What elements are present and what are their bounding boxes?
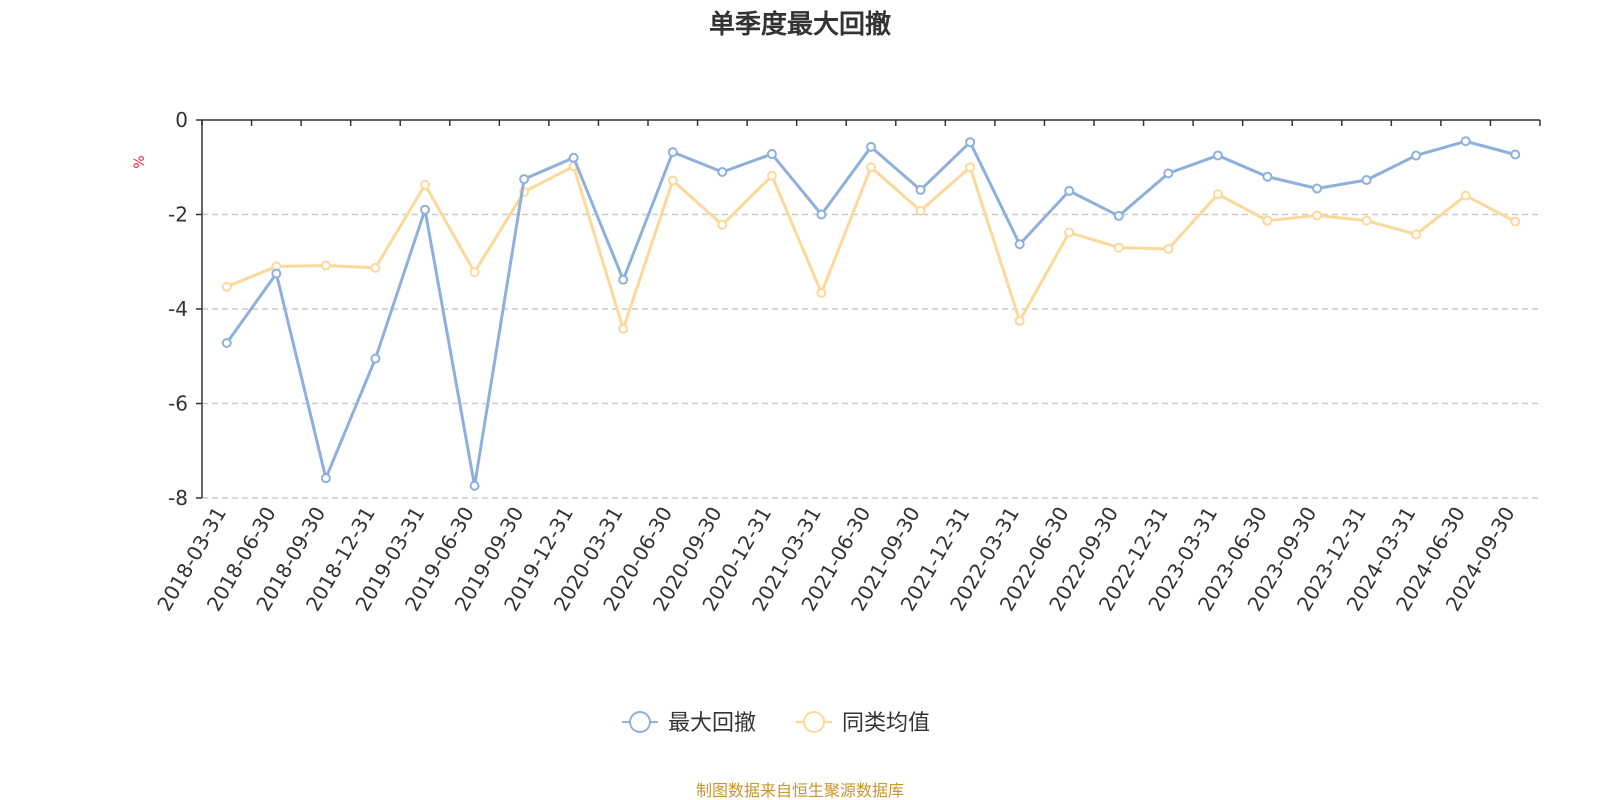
data-point (221, 338, 232, 349)
data-point (1014, 239, 1025, 250)
data-point (1163, 168, 1174, 179)
data-point (816, 287, 827, 298)
grid-lines (202, 213, 1540, 499)
y-tick-label: 0 (175, 108, 188, 132)
data-point (1064, 227, 1075, 238)
data-point (420, 204, 430, 215)
data-point (1262, 215, 1273, 226)
y-axis-label: % (132, 155, 148, 168)
data-point (717, 166, 728, 177)
data-point (1113, 210, 1124, 221)
chart-title: 单季度最大回撤 (709, 9, 891, 40)
y-tick-label: -4 (168, 297, 188, 321)
data-point (1212, 150, 1223, 161)
data-point (1361, 175, 1372, 186)
data-point (469, 480, 480, 491)
data-point (915, 184, 926, 195)
y-tick-labels: 0 -2 -4 -6 -8 (168, 108, 188, 510)
data-point (271, 268, 282, 279)
data-point (370, 353, 381, 364)
legend-label: 最大回撤 (668, 711, 756, 736)
data-point (667, 147, 678, 158)
data-point (1510, 149, 1521, 160)
data-point (1460, 190, 1471, 201)
data-point (320, 260, 331, 271)
axes (196, 119, 1541, 499)
y-tick-label: -8 (168, 486, 188, 510)
series-lines (221, 136, 1521, 491)
data-point (469, 267, 480, 278)
legend-label: 同类均值 (842, 711, 930, 736)
data-point (866, 162, 876, 173)
legend-marker (629, 711, 651, 733)
data-point (667, 175, 678, 186)
x-tick-labels: 2018-03-312018-06-302018-09-302018-12-31… (152, 503, 1519, 616)
data-point (320, 473, 331, 484)
data-point (519, 174, 530, 185)
data-point (965, 162, 976, 173)
data-point (1312, 210, 1322, 221)
data-point (1510, 216, 1521, 227)
y-tick-label: -6 (168, 392, 188, 416)
data-point (1014, 315, 1025, 326)
y-tick-label: -2 (168, 203, 188, 227)
data-point (568, 152, 579, 163)
data-point (420, 179, 430, 190)
data-point (915, 205, 926, 216)
data-point (221, 281, 232, 292)
data-point (1361, 215, 1372, 226)
legend-marker (803, 711, 825, 733)
data-point (965, 137, 976, 148)
data-point (717, 219, 728, 230)
series-line-1 (226, 164, 1516, 331)
data-point (816, 209, 827, 220)
legend[interactable]: 最大回撤 同类均值 (622, 711, 930, 736)
data-point (1212, 189, 1223, 200)
data-point (1411, 229, 1422, 240)
data-point (766, 149, 777, 160)
data-point (1262, 171, 1273, 182)
data-point (618, 274, 629, 285)
data-point (1113, 242, 1124, 253)
data-point (618, 323, 629, 334)
data-point (866, 141, 876, 152)
data-point (1064, 185, 1075, 196)
data-source-note: 制图数据来自恒生聚源数据库 (696, 781, 904, 800)
data-point (1312, 183, 1322, 194)
data-point (1460, 136, 1471, 147)
data-point (1411, 150, 1422, 161)
data-point (766, 170, 777, 181)
data-point (370, 262, 381, 273)
data-point (1163, 243, 1174, 254)
legend-item-1[interactable]: 同类均值 (796, 711, 930, 736)
legend-item-0[interactable]: 最大回撤 (622, 711, 756, 736)
